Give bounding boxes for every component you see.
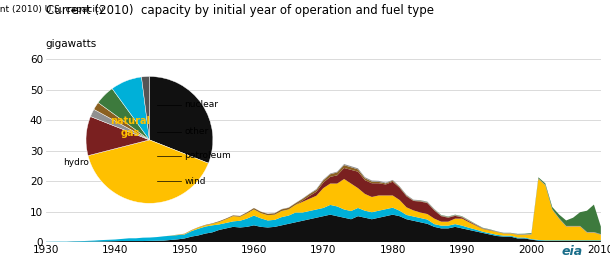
Text: eia: eia — [561, 245, 583, 258]
Text: natural
gas: natural gas — [110, 116, 151, 138]
Text: gigawatts: gigawatts — [46, 39, 97, 49]
Wedge shape — [88, 140, 209, 203]
Wedge shape — [90, 109, 149, 140]
Text: coal: coal — [142, 157, 164, 167]
Wedge shape — [94, 102, 149, 140]
Wedge shape — [86, 116, 149, 156]
Text: wind: wind — [184, 177, 206, 186]
Text: nuclear: nuclear — [184, 101, 218, 109]
Wedge shape — [112, 77, 149, 140]
Text: Current (2010) U.S. capacity: Current (2010) U.S. capacity — [0, 5, 104, 14]
Text: hydro: hydro — [63, 158, 90, 167]
Text: petroleum: petroleum — [184, 151, 231, 160]
Wedge shape — [98, 89, 149, 140]
Wedge shape — [142, 76, 149, 140]
Text: Current (2010)  capacity by initial year of operation and fuel type: Current (2010) capacity by initial year … — [46, 4, 434, 17]
Text: other: other — [184, 128, 209, 136]
Wedge shape — [149, 76, 213, 163]
